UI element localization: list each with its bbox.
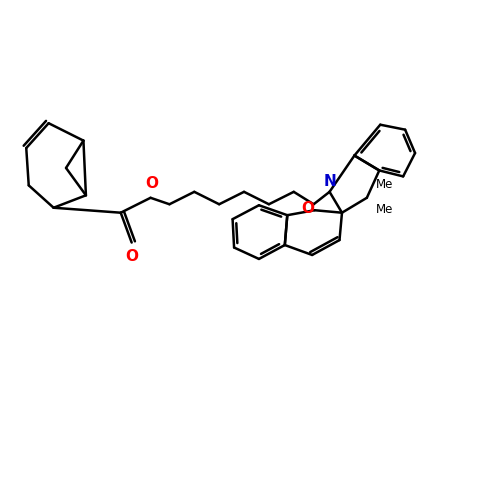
Text: N: N [323, 174, 336, 189]
Text: O: O [145, 176, 158, 192]
Text: O: O [126, 249, 138, 264]
Text: Me: Me [376, 203, 393, 216]
Text: O: O [302, 200, 314, 216]
Text: Me: Me [376, 178, 393, 191]
